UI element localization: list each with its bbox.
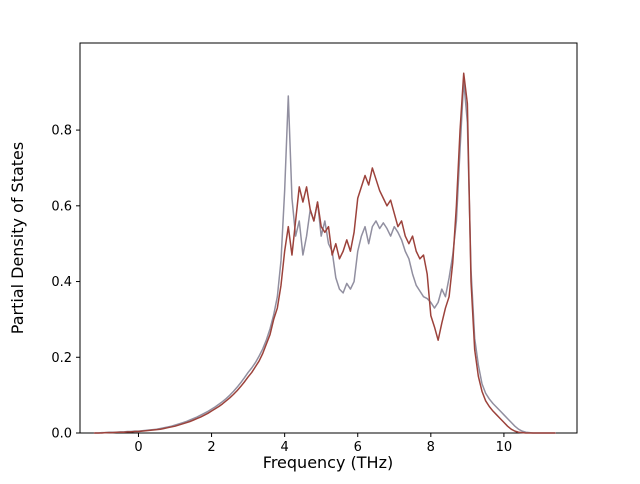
y-axis-label: Partial Density of States <box>8 142 27 334</box>
series-layer <box>93 72 556 434</box>
y-tick-label: 0.4 <box>51 275 72 290</box>
y-tick-label: 0.6 <box>51 199 72 214</box>
y-tick-label: 0.0 <box>51 427 72 442</box>
x-tick-label: 0 <box>134 440 142 455</box>
ticks-layer: 0 2 4 6 8 10 0.0 0.2 0.4 0.6 0.8 <box>51 124 512 455</box>
x-axis-label: Frequency (THz) <box>263 453 393 472</box>
pdos-series-brown <box>93 72 556 434</box>
x-tick-label: 4 <box>281 440 289 455</box>
plot-area <box>79 42 578 434</box>
y-tick-label: 0.2 <box>51 351 72 366</box>
x-tick-label: 10 <box>496 440 513 455</box>
x-tick-label: 8 <box>427 440 435 455</box>
y-tick-label: 0.8 <box>51 124 72 139</box>
x-tick-label: 2 <box>207 440 215 455</box>
x-tick-label: 6 <box>354 440 362 455</box>
